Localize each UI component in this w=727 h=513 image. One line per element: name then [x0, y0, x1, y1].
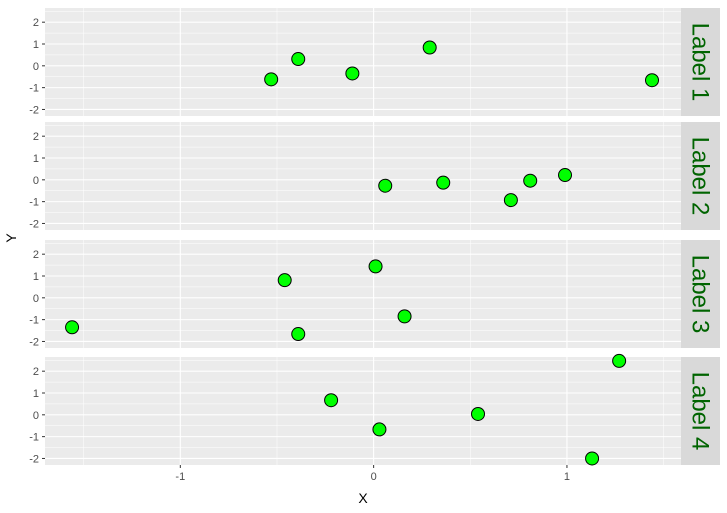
facet-strip-label: Label 1	[687, 23, 714, 102]
data-point	[378, 178, 393, 193]
facet-panel-3: -2 -1 0 1 2 Label 3	[29, 240, 720, 348]
panel-background	[45, 122, 681, 230]
data-point	[277, 273, 292, 288]
y-tick-label: -1	[29, 432, 39, 444]
x-axis-label: X	[358, 490, 368, 506]
panel-background	[45, 240, 681, 348]
facet-strip	[681, 357, 720, 465]
facet-strip-label: Label 2	[687, 137, 714, 216]
panel-background	[45, 357, 681, 465]
data-point	[368, 259, 383, 274]
data-point	[523, 173, 538, 188]
data-point	[585, 451, 600, 466]
facet-strip-label: Label 4	[687, 372, 714, 451]
data-point	[345, 66, 360, 81]
y-tick-label: 2	[33, 249, 39, 261]
y-tick-label: 2	[33, 131, 39, 143]
y-tick-label: -1	[29, 83, 39, 95]
data-point	[422, 40, 437, 55]
y-tick-label: -2	[29, 453, 39, 465]
y-tick-label: 2	[33, 366, 39, 378]
data-point	[372, 422, 387, 437]
facet-strip	[681, 8, 720, 116]
y-tick-label: -2	[29, 218, 39, 230]
y-tick-label: -2	[29, 336, 39, 348]
y-tick-label: 1	[33, 271, 39, 283]
facet-strip-label: Label 3	[687, 255, 714, 334]
data-point	[612, 353, 627, 368]
y-tick-label: 0	[33, 175, 39, 187]
y-tick-label: 2	[33, 17, 39, 29]
data-point	[558, 168, 573, 183]
facet-panel-4: -2 -1 0 1 2 Label 4	[29, 353, 720, 466]
data-point	[65, 320, 80, 335]
data-point	[645, 73, 660, 88]
y-tick-label: 0	[33, 293, 39, 305]
data-point	[324, 393, 339, 408]
y-tick-label: -1	[29, 197, 39, 209]
panel-background	[45, 8, 681, 116]
data-point	[291, 327, 306, 342]
data-point	[264, 72, 279, 87]
facet-strip	[681, 240, 720, 348]
data-point	[291, 52, 306, 67]
facet-panel-1: -2 -1 0 1 2 Label 1	[29, 8, 720, 116]
data-point	[503, 193, 518, 208]
facet-panel-2: -2 -1 0 1 2 Label 2	[29, 122, 720, 230]
x-tick-label: 1	[564, 471, 570, 483]
data-point	[397, 309, 412, 324]
data-point	[436, 175, 451, 190]
data-point	[471, 406, 486, 421]
y-tick-label: 0	[33, 410, 39, 422]
y-tick-label: 1	[33, 153, 39, 165]
y-tick-label: 0	[33, 61, 39, 73]
facet-strip	[681, 122, 720, 230]
y-tick-label: 1	[33, 39, 39, 51]
y-tick-label: -2	[29, 104, 39, 116]
x-tick-label: 0	[371, 471, 377, 483]
x-tick-label: -1	[175, 471, 185, 483]
y-axis-label: Y	[3, 233, 19, 243]
y-tick-label: -1	[29, 315, 39, 327]
y-tick-label: 1	[33, 388, 39, 400]
